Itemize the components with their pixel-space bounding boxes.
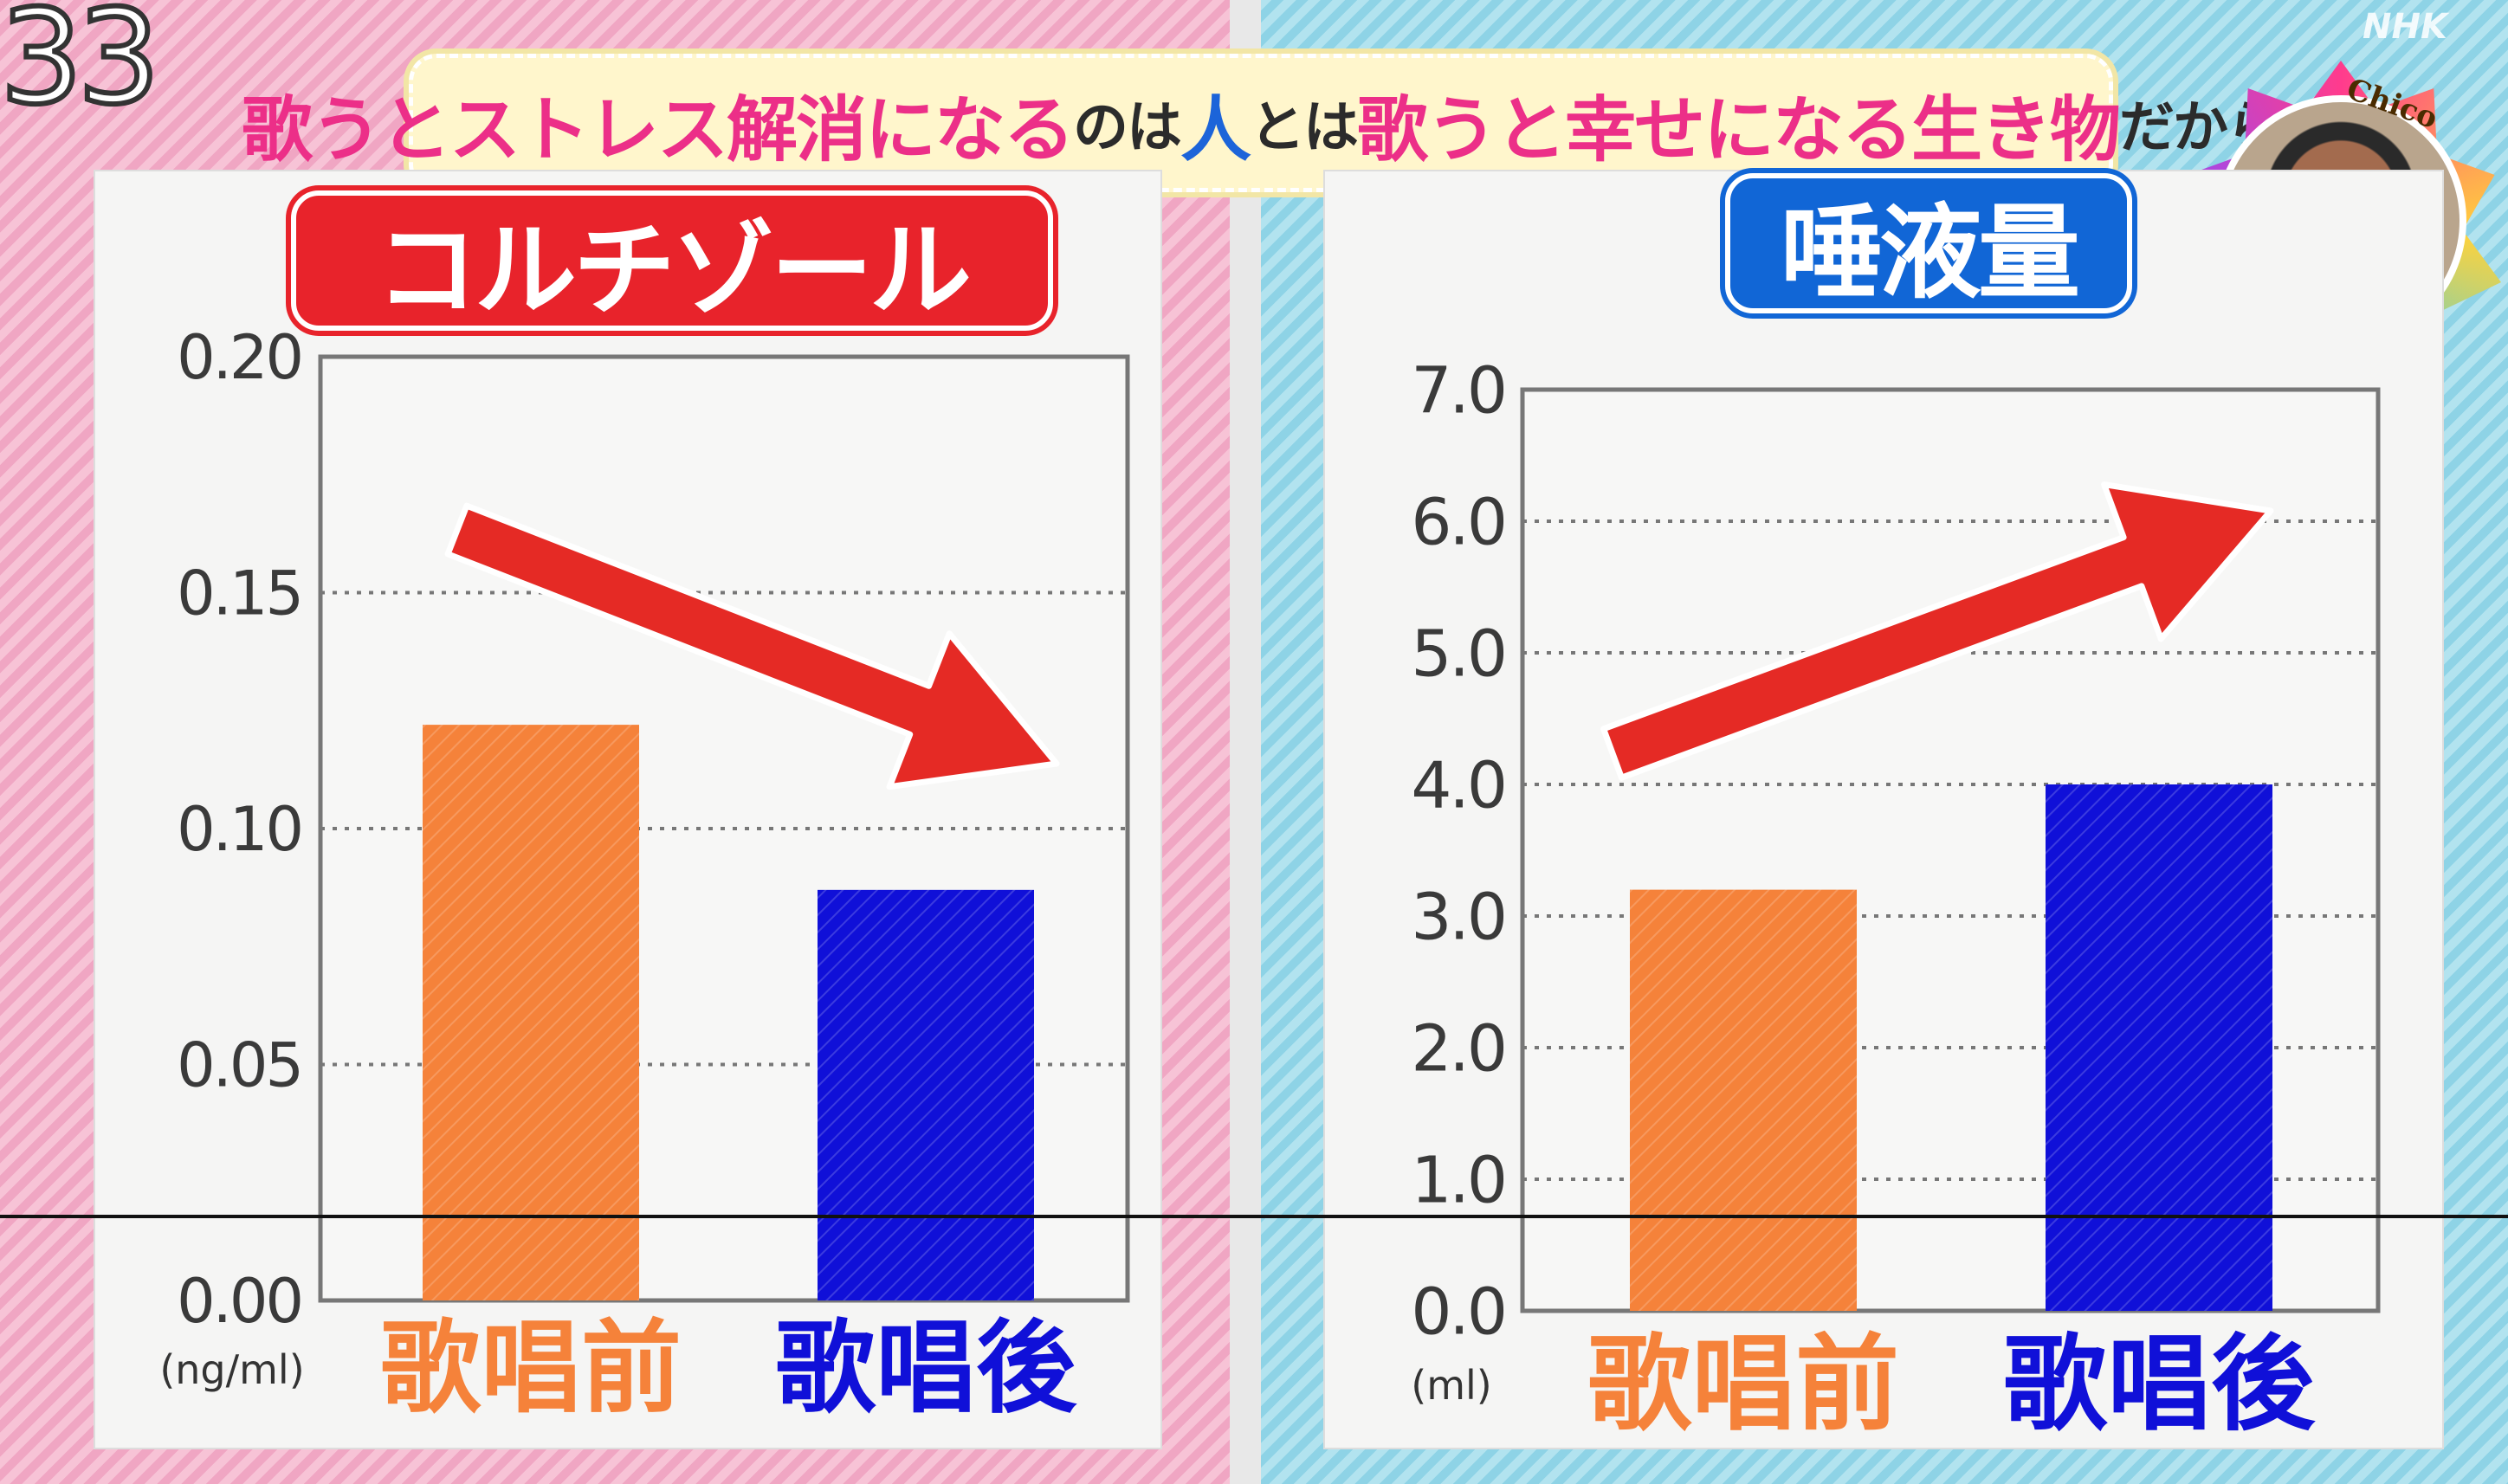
y-tick-label: 7.0 <box>1411 354 1505 429</box>
banner-segment: 歌うと幸せになる生き物 <box>1357 88 2121 171</box>
y-unit-label: (ml) <box>1411 1362 1491 1409</box>
x-category-label: 歌唱後 <box>2003 1325 2316 1445</box>
y-tick-label: 1.0 <box>1411 1144 1505 1218</box>
counter-number: 33 <box>0 0 163 136</box>
broadcaster-logo: NHK <box>2363 7 2447 47</box>
x-category-label: 歌唱前 <box>380 1310 682 1427</box>
y-tick-label: 4.0 <box>1411 749 1505 823</box>
x-category-label: 歌唱前 <box>1587 1325 1899 1445</box>
banner-segment: のは <box>1073 96 1182 160</box>
y-tick-label: 2.0 <box>1411 1012 1505 1087</box>
banner-segment: 人 <box>1180 88 1251 171</box>
panel-divider <box>1230 0 1261 1484</box>
y-tick-label: 3.0 <box>1411 881 1505 955</box>
y-tick-label: 0.15 <box>177 558 301 629</box>
bar-hatch-texture <box>2046 784 2272 1311</box>
x-category-label: 歌唱後 <box>775 1310 1077 1427</box>
y-tick-label: 0.05 <box>177 1030 301 1101</box>
cortisol-chart-title: コルチゾール <box>291 190 1053 331</box>
bar-hatch-texture <box>818 889 1034 1300</box>
trend-arrow-down <box>444 502 1060 790</box>
y-tick-label: 5.0 <box>1411 617 1505 692</box>
bar-hatch-texture <box>423 725 639 1300</box>
banner-segment: 歌うとストレス解消になる <box>241 88 1075 171</box>
y-tick-label: 0.0 <box>1411 1275 1505 1350</box>
screen-horizontal-line <box>0 1215 2508 1218</box>
y-tick-label: 0.00 <box>177 1266 301 1337</box>
y-tick-label: 0.10 <box>177 794 301 865</box>
y-tick-label: 0.20 <box>177 322 301 393</box>
y-tick-label: 6.0 <box>1411 486 1505 560</box>
y-unit-label: (ng/ml) <box>159 1346 304 1393</box>
trend-arrow-up <box>1600 481 2274 781</box>
saliva-chart-title: 唾液量 <box>1725 173 2132 313</box>
headline-banner: 歌うとストレス解消になる のは人とは 歌うと幸せになる生き物 だから <box>242 54 2282 192</box>
bar-hatch-texture <box>1630 889 1857 1311</box>
banner-segment: とは <box>1250 96 1359 160</box>
